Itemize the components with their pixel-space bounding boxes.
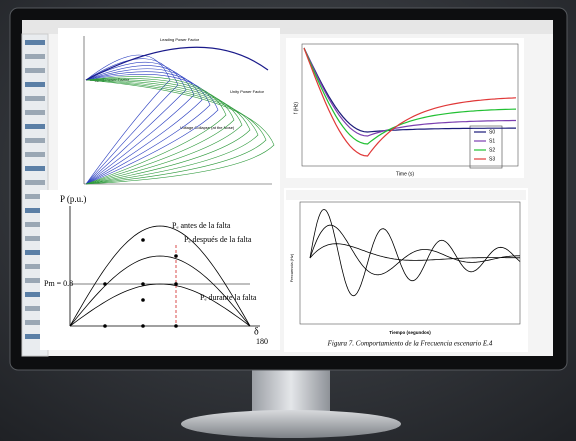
axis-label: Time (s): [396, 171, 414, 177]
point: [103, 324, 107, 328]
sidebar-icon: [25, 54, 45, 59]
curve-label: Pₑ después de la falta: [184, 235, 252, 244]
sidebar-icon: [25, 124, 45, 129]
axis-label: Frecuencia (Hz): [289, 253, 294, 282]
axis-label: f (Hz): [293, 102, 299, 115]
title-strip: [286, 190, 526, 200]
legend-entry: S0: [489, 129, 495, 135]
point: [141, 282, 145, 286]
legend-entry: S3: [489, 156, 495, 162]
sidebar-icon: [25, 166, 45, 171]
sidebar-icon: [25, 180, 45, 185]
point: [141, 238, 145, 242]
point: [174, 324, 178, 328]
axis-label: δ: [254, 326, 259, 337]
plot-area: [300, 202, 520, 324]
sidebar-icon: [25, 68, 45, 73]
pm-label: Pm = 0.8: [44, 279, 73, 288]
scene: Leading Power Factor Lagging Power Facto…: [0, 0, 576, 441]
point: [141, 298, 145, 302]
axis-label: P (p.u.): [60, 194, 86, 204]
caption: Figura 7. Comportamiento de la Frecuenci…: [327, 340, 493, 348]
monitor-neck: [252, 364, 330, 414]
axis-label: Tiempo (segundos): [389, 330, 431, 335]
legend-entry: S2: [489, 147, 495, 153]
monitor-base: [181, 410, 401, 438]
curve-label: Pₑ antes de la falta: [172, 221, 231, 230]
point: [174, 282, 178, 286]
sidebar-icon: [25, 40, 45, 45]
sidebar-icon: [25, 152, 45, 157]
point: [103, 282, 107, 286]
sidebar-icon: [25, 138, 45, 143]
point: [141, 324, 145, 328]
scenario-chart: Frecuencia (Hz) Tiempo (segundos) comple…: [286, 190, 526, 348]
pv-label: Leading Power Factor: [160, 37, 200, 42]
legend-entry: S1: [489, 138, 495, 144]
point: [174, 254, 178, 258]
pv-label: Unity Power Factor: [230, 89, 265, 94]
sidebar-icon: [25, 110, 45, 115]
sidebar-icon: [25, 96, 45, 101]
axis-label: 180: [256, 337, 268, 346]
sidebar-icon: [25, 82, 45, 87]
